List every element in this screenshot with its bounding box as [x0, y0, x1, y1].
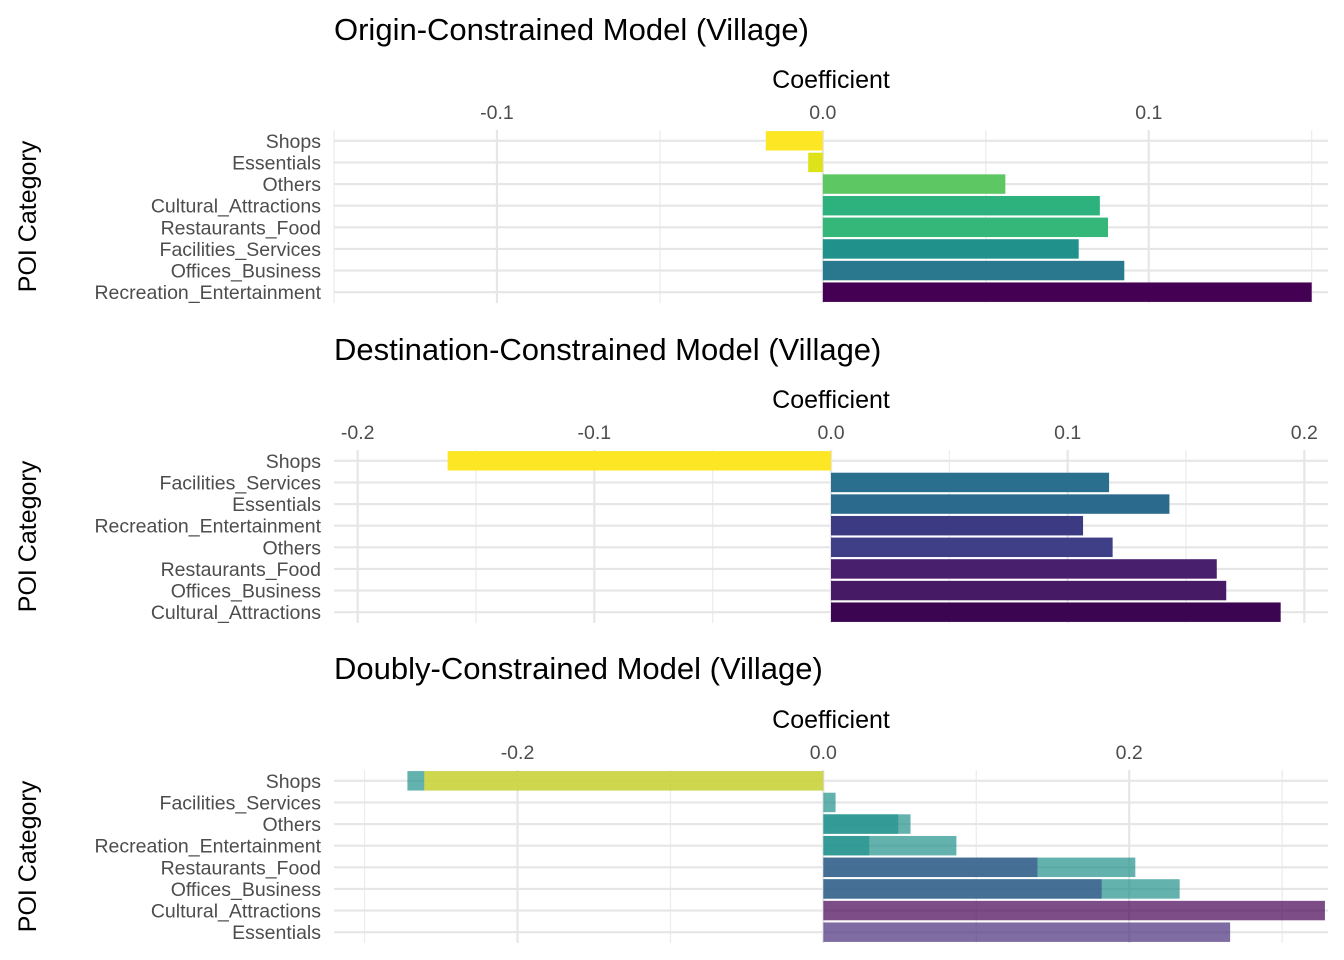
x-tick-label: -0.2	[501, 742, 535, 764]
category-tick-label: Restaurants_Food	[161, 559, 321, 581]
x-tick-label: 0.1	[1054, 422, 1081, 444]
category-tick-label: Offices_Business	[171, 879, 322, 901]
bar	[447, 451, 831, 471]
category-tick-label: Restaurants_Food	[161, 857, 321, 879]
x-tick-label: 0.1	[1135, 102, 1162, 124]
bar	[823, 792, 836, 813]
bar	[822, 195, 1100, 216]
bar	[823, 879, 1102, 899]
chart-title: Destination-Constrained Model (Village)	[334, 332, 881, 367]
x-tick-label: 0.0	[817, 422, 844, 444]
category-tick-label: Cultural_Attractions	[151, 196, 321, 218]
category-tick-label: Recreation_Entertainment	[94, 282, 321, 304]
bar	[823, 835, 870, 856]
bar	[823, 857, 1038, 878]
bar	[822, 260, 1125, 281]
x-tick-label: 0.0	[810, 742, 837, 764]
x-axis-label: Coefficient	[772, 66, 890, 94]
bar	[831, 472, 1110, 493]
category-tick-label: Restaurants_Food	[161, 217, 321, 239]
bar	[765, 131, 823, 151]
chart-title: Doubly-Constrained Model (Village)	[334, 651, 823, 686]
bar	[822, 282, 1312, 302]
category-tick-label: Essentials	[232, 152, 321, 174]
category-tick-label: Cultural_Attractions	[151, 602, 321, 624]
bar	[823, 814, 899, 834]
bar	[831, 559, 1217, 579]
x-axis-label: Coefficient	[772, 386, 890, 414]
y-axis-label: POI Category	[14, 780, 42, 932]
bar	[831, 580, 1227, 601]
category-tick-label: Essentials	[232, 494, 321, 516]
bar	[831, 494, 1170, 514]
y-axis-label: POI Category	[14, 460, 42, 612]
x-tick-label: -0.1	[480, 102, 514, 124]
x-tick-label: -0.1	[578, 422, 612, 444]
x-tick-label: -0.2	[341, 422, 375, 444]
category-tick-label: Shops	[266, 771, 322, 793]
bar	[822, 174, 1006, 194]
bar	[831, 602, 1281, 622]
y-axis-label: POI Category	[14, 140, 42, 292]
category-tick-label: Offices_Business	[171, 581, 322, 603]
x-tick-label: 0.0	[809, 102, 836, 124]
bar	[831, 515, 1084, 536]
category-tick-label: Facilities_Services	[160, 472, 322, 494]
category-tick-label: Others	[262, 814, 321, 836]
bar	[823, 900, 1325, 921]
category-tick-label: Facilities_Services	[160, 792, 322, 814]
x-axis-label: Coefficient	[772, 706, 890, 734]
bar	[831, 537, 1113, 558]
bar	[822, 239, 1079, 259]
category-tick-label: Essentials	[232, 922, 321, 944]
category-tick-label: Facilities_Services	[160, 239, 322, 261]
category-tick-label: Recreation_Entertainment	[94, 516, 321, 538]
bar	[424, 771, 824, 791]
bar	[808, 152, 823, 173]
category-tick-label: Recreation_Entertainment	[94, 836, 321, 858]
category-tick-label: Shops	[266, 451, 322, 473]
bar	[823, 922, 1231, 942]
category-tick-label: Others	[262, 174, 321, 196]
x-tick-label: 0.2	[1116, 742, 1143, 764]
category-tick-label: Others	[262, 537, 321, 559]
category-tick-label: Shops	[266, 131, 322, 153]
category-tick-label: Cultural_Attractions	[151, 901, 321, 923]
chart-title: Origin-Constrained Model (Village)	[334, 12, 809, 47]
category-tick-label: Offices_Business	[171, 261, 322, 283]
x-tick-label: 0.2	[1291, 422, 1318, 444]
bar	[822, 217, 1109, 238]
